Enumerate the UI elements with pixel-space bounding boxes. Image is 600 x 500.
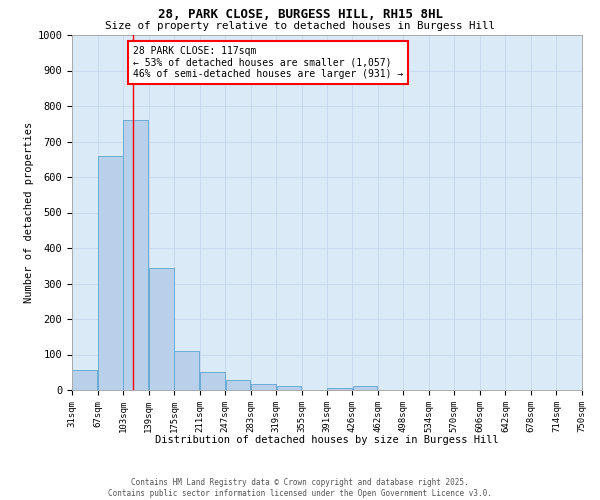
Bar bbox=[149, 268, 174, 390]
Bar bbox=[175, 351, 199, 390]
Bar bbox=[98, 156, 123, 390]
Bar bbox=[277, 386, 301, 390]
Bar bbox=[73, 370, 97, 390]
Bar bbox=[200, 372, 225, 390]
X-axis label: Distribution of detached houses by size in Burgess Hill: Distribution of detached houses by size … bbox=[155, 435, 499, 445]
Text: Contains HM Land Registry data © Crown copyright and database right 2025.
Contai: Contains HM Land Registry data © Crown c… bbox=[108, 478, 492, 498]
Bar bbox=[251, 384, 276, 390]
Bar bbox=[353, 386, 377, 390]
Bar bbox=[328, 388, 352, 390]
Text: 28, PARK CLOSE, BURGESS HILL, RH15 8HL: 28, PARK CLOSE, BURGESS HILL, RH15 8HL bbox=[157, 8, 443, 20]
Bar bbox=[226, 380, 250, 390]
Text: 28 PARK CLOSE: 117sqm
← 53% of detached houses are smaller (1,057)
46% of semi-d: 28 PARK CLOSE: 117sqm ← 53% of detached … bbox=[133, 46, 403, 79]
Y-axis label: Number of detached properties: Number of detached properties bbox=[25, 122, 35, 303]
Text: Size of property relative to detached houses in Burgess Hill: Size of property relative to detached ho… bbox=[105, 21, 495, 31]
Bar bbox=[124, 120, 148, 390]
